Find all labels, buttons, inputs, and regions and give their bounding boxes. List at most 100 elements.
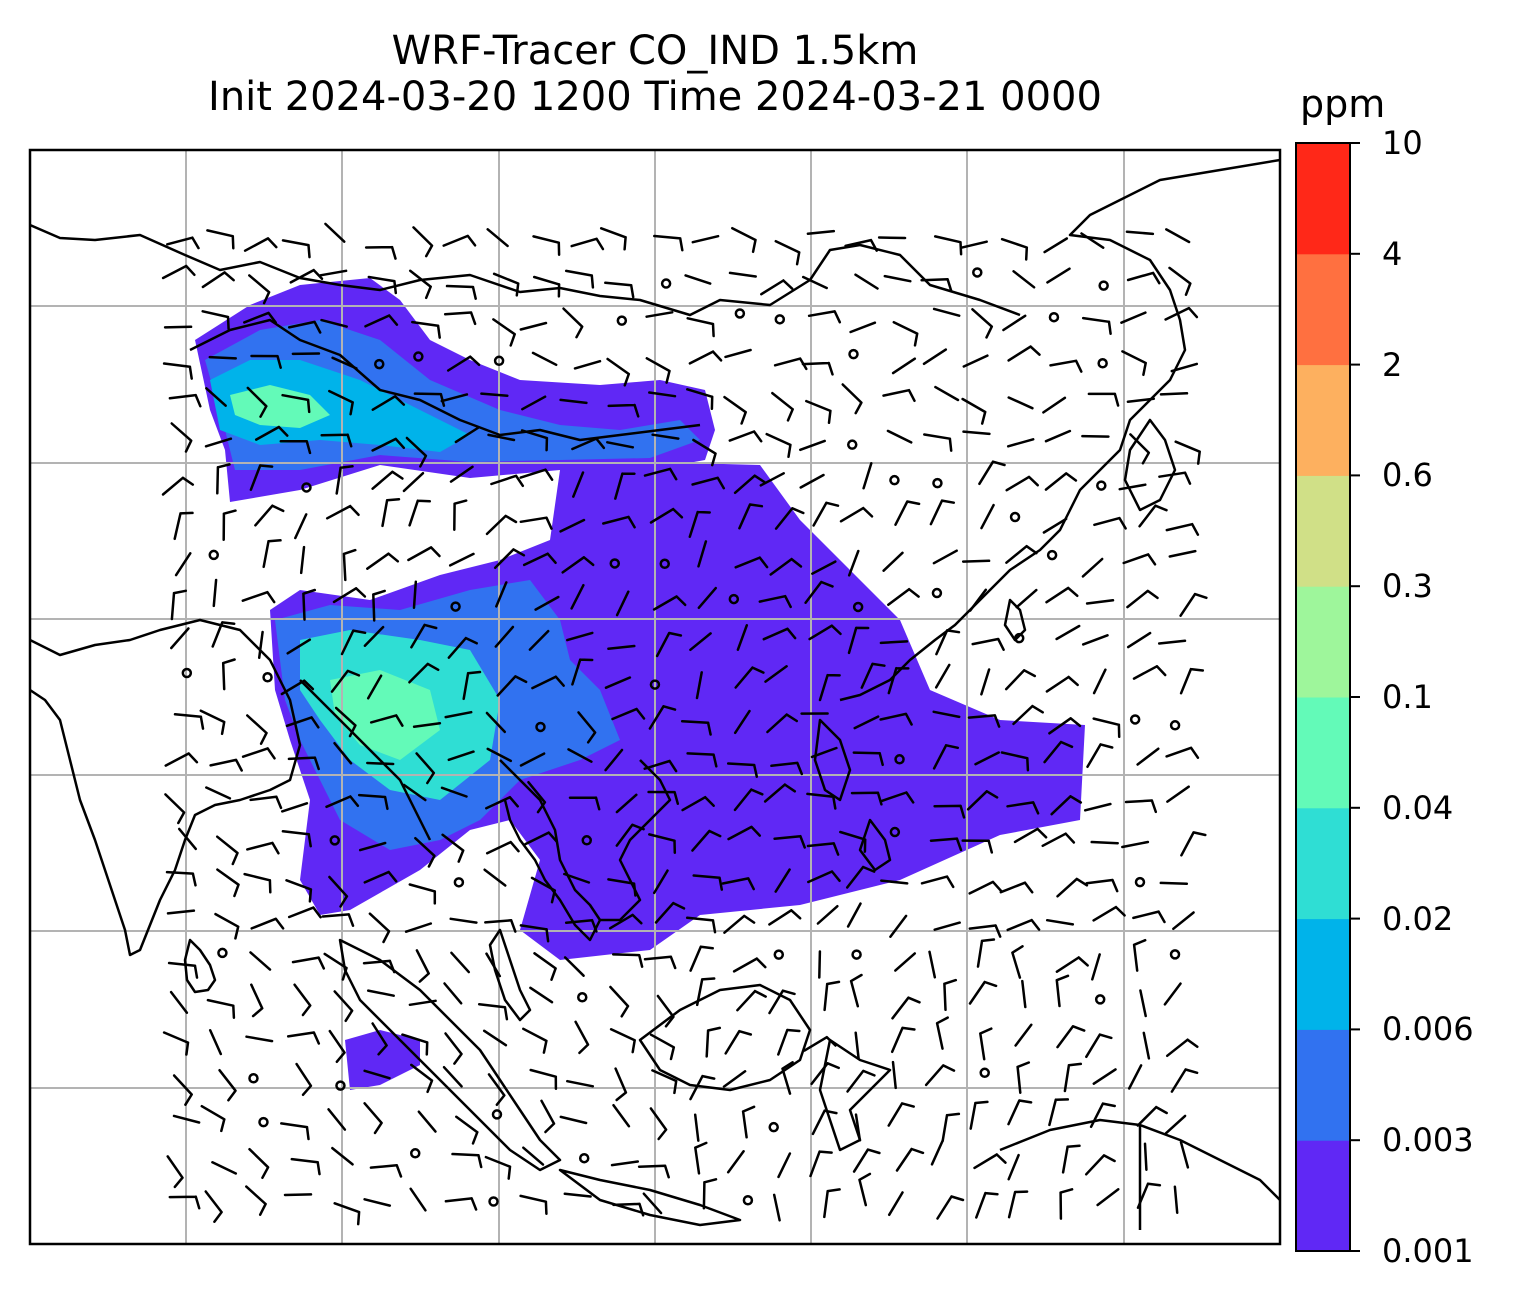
wind-barb: [887, 1102, 915, 1127]
calm-wind-marker: [208, 549, 220, 561]
wind-barb: [966, 790, 999, 811]
wind-barb: [1041, 832, 1076, 848]
wind-barb: [968, 924, 1002, 938]
wind-barb: [1157, 639, 1187, 645]
wind-barb: [285, 716, 320, 729]
malaysia-coast: [488, 928, 532, 1022]
wind-barb: [722, 1070, 747, 1088]
wind-barb: [806, 229, 836, 235]
korea-japan-coast: [1123, 418, 1177, 512]
wind-barb: [847, 626, 870, 655]
wind-barb: [978, 460, 1006, 486]
wind-barb: [279, 439, 312, 455]
wind-barb: [330, 669, 361, 693]
wind-barb: [254, 425, 289, 441]
wind-barb: [652, 595, 687, 611]
wind-barb: [204, 1190, 223, 1223]
wind-barb: [850, 791, 883, 806]
wind-barb: [1136, 1182, 1162, 1209]
wind-barb: [999, 881, 1034, 894]
calm-wind-marker: [262, 672, 273, 683]
wind-barb: [173, 511, 194, 541]
wind-barb: [697, 586, 718, 610]
wind-barb: [880, 879, 909, 885]
wind-barb: [604, 748, 624, 772]
wind-barb: [929, 837, 963, 852]
wind-barb: [484, 1155, 512, 1180]
wind-barb: [968, 880, 1003, 895]
wind-barb: [961, 397, 987, 425]
wind-barb: [1092, 668, 1107, 695]
wind-barb: [522, 1146, 545, 1166]
calm-wind-marker: [1009, 511, 1021, 523]
calm-wind-marker: [616, 315, 628, 326]
himalaya-border: [30, 223, 1021, 317]
wind-barb: [323, 952, 348, 981]
wind-barb: [732, 957, 767, 973]
wind-barb: [519, 924, 550, 943]
wind-barb: [1056, 877, 1089, 898]
wind-barb: [414, 836, 436, 868]
wind-barb: [860, 662, 886, 689]
wind-barb: [333, 1202, 361, 1226]
wind-barb: [854, 1113, 862, 1142]
wind-barb: [1173, 1185, 1179, 1214]
wind-barb: [932, 710, 961, 719]
wind-barb: [371, 437, 406, 452]
wind-barb: [649, 507, 684, 524]
wind-barb: [932, 549, 958, 565]
wind-barb: [529, 986, 554, 1004]
wind-barb: [969, 1100, 989, 1130]
wind-barb: [806, 792, 837, 810]
wind-barb: [483, 868, 507, 887]
wind-barb: [249, 795, 283, 810]
wind-barb: [890, 1026, 916, 1054]
wind-barb: [773, 834, 806, 849]
wind-barb: [1092, 905, 1126, 922]
wind-barb: [1127, 1064, 1143, 1090]
wind-barb: [561, 556, 595, 574]
wind-barb: [443, 311, 477, 326]
wind-barb: [967, 714, 1001, 728]
wind-barb: [519, 468, 554, 481]
wind-barb: [654, 901, 686, 924]
wind-barb: [1004, 669, 1037, 691]
calm-wind-marker: [1134, 876, 1146, 888]
wind-barb: [248, 274, 271, 305]
wind-barb: [770, 761, 804, 776]
wind-barb: [1056, 1025, 1086, 1049]
wind-barb: [408, 883, 437, 905]
wind-barb: [1121, 350, 1147, 377]
wind-barb: [486, 228, 509, 248]
wind-barb: [774, 239, 801, 266]
wind-barb: [1084, 1154, 1116, 1176]
calm-wind-marker: [453, 877, 465, 888]
calm-wind-marker: [889, 826, 901, 838]
wind-barb: [680, 719, 712, 736]
wind-barb: [451, 1152, 483, 1169]
wind-barb: [520, 429, 549, 452]
calm-wind-marker: [413, 351, 424, 362]
wind-barb: [522, 552, 557, 567]
wind-barb: [723, 914, 756, 934]
wind-barb: [412, 721, 442, 728]
wind-barb: [412, 580, 418, 609]
wind-barb: [410, 1063, 434, 1094]
calm-wind-marker: [335, 1080, 346, 1091]
calm-wind-marker: [258, 1116, 269, 1128]
wind-barb: [928, 950, 937, 979]
wind-barb: [854, 273, 879, 290]
wind-barb: [887, 666, 910, 695]
wind-barb: [170, 422, 193, 453]
wind-barb: [920, 875, 955, 889]
wind-barb: [818, 673, 841, 702]
wind-barb: [325, 795, 360, 809]
wind-barb: [286, 1031, 321, 1045]
wind-barb: [606, 357, 631, 387]
colorbar-tick-label: 10: [1382, 124, 1423, 162]
wind-barb: [887, 1191, 904, 1217]
wind-barb: [892, 320, 919, 347]
wind-barb: [166, 909, 196, 915]
wind-barb: [606, 441, 635, 449]
wind-barb: [1055, 956, 1089, 973]
